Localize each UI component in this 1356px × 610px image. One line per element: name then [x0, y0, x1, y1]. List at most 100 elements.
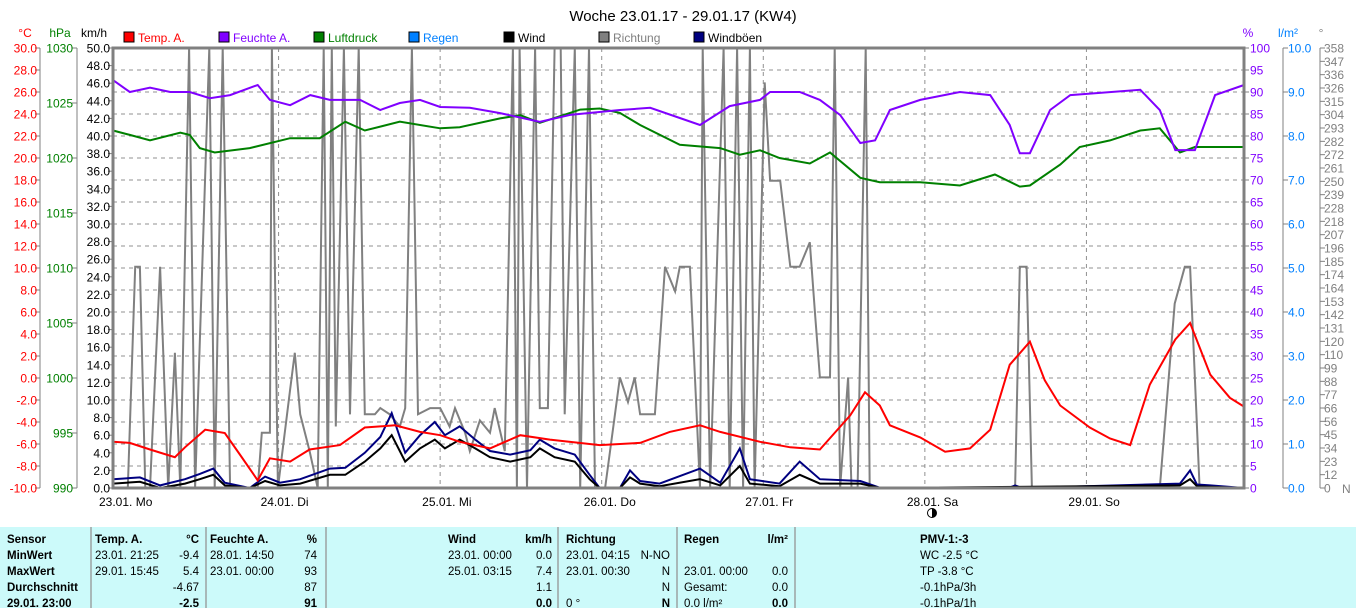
axis-tick-label-direction: 218 [1324, 215, 1344, 229]
axis-tick-label-pressure: 1000 [46, 372, 73, 386]
legend-label: Regen [423, 31, 458, 45]
temp-value: -2.5 [179, 598, 199, 610]
axis-tick-label-humidity: 60 [1250, 218, 1264, 232]
plot-frame [111, 46, 1246, 490]
axis-tick-label-temp: 6.0 [20, 306, 37, 320]
axis-tick-label-temp: -2.0 [16, 394, 37, 408]
axis-tick-label-direction: 185 [1324, 255, 1344, 269]
axis-tick-label-temp: 4.0 [20, 328, 37, 342]
axis-tick-label-direction: 304 [1324, 108, 1344, 122]
moon-icon [927, 508, 937, 518]
legend-swatch [313, 31, 325, 43]
axis-tick-label-humidity: 65 [1250, 196, 1264, 210]
axis-tick-label-pressure: 1030 [46, 42, 73, 56]
legend-label: Temp. A. [138, 31, 185, 45]
axis-tick-label-humidity: 70 [1250, 174, 1264, 188]
hum-time: 28.01. 14:50 [210, 550, 274, 562]
dir-time: 23.01. 00:30 [566, 566, 630, 578]
axis-tick-label-direction: 164 [1324, 282, 1344, 296]
axis-tick-label-direction: 153 [1324, 295, 1344, 309]
axis-tick-label-direction: 56 [1324, 415, 1338, 429]
axis-tick-label-temp: 0.0 [20, 372, 37, 386]
axis-tick-label-humidity: 25 [1250, 372, 1264, 386]
wind-time: 25.01. 03:15 [448, 566, 512, 578]
chart-title: Woche 23.01.17 - 29.01.17 (KW4) [569, 8, 796, 25]
axis-tick-label-humidity: 50 [1250, 262, 1264, 276]
axis-tick-label-rain: 4.0 [1288, 306, 1305, 320]
axis-tick-label-direction: 77 [1324, 388, 1338, 402]
axis-tick-label-rain: 5.0 [1288, 262, 1305, 276]
series-line-feuchte-a- [112, 79, 1245, 155]
axis-tick-label-wind: 36.0 [87, 165, 111, 179]
wind-value: 0.0 [536, 550, 552, 562]
pmv-extra: -0.1hPa/1h [920, 598, 977, 610]
direction-north-label: N [1342, 482, 1351, 496]
header-dir: Richtung [566, 534, 616, 546]
axis-tick-label-wind: 8.0 [93, 411, 110, 425]
axis-tick-label-wind: 32.0 [87, 200, 111, 214]
axis-tick-label-wind: 42.0 [87, 112, 111, 126]
axis-tick-label-direction: 228 [1324, 202, 1344, 216]
axis-tick-label-wind: 46.0 [87, 77, 111, 91]
header-hum-unit: % [306, 534, 317, 546]
header-wind-unit: km/h [525, 534, 552, 546]
axis-tick-label-wind: 34.0 [87, 182, 111, 196]
axis-tick-label-humidity: 30 [1250, 350, 1264, 364]
axis-tick-label-wind: 44.0 [87, 94, 111, 108]
axis-tick-label-direction: 272 [1324, 148, 1344, 162]
axis-tick-label-humidity: 75 [1250, 152, 1264, 166]
axis-tick-label-humidity: 20 [1250, 394, 1264, 408]
axis-tick-label-direction: 239 [1324, 188, 1344, 202]
axis-tick-label-rain: 1.0 [1288, 438, 1305, 452]
axis-tick-label-temp: 30.0 [14, 42, 38, 56]
series-line-temp-a- [112, 321, 1245, 483]
legend-label: Richtung [613, 31, 660, 45]
axis-tick-label-humidity: 5 [1250, 460, 1257, 474]
wind-time: 23.01. 00:00 [448, 550, 512, 562]
rain-value: 0.0 [772, 598, 788, 610]
pmv-extra: TP -3.8 °C [920, 566, 974, 578]
legend: Temp. A. Feuchte A. Luftdruck Regen Wind Rich… [123, 31, 762, 45]
dir-value: N [661, 566, 670, 578]
axis-tick-label-temp: 20.0 [14, 152, 38, 166]
rain-time: Gesamt: [684, 582, 728, 594]
series-line-richtung [113, 47, 1244, 489]
axis-tick-label-pressure: 990 [53, 482, 73, 496]
header-sensor: Sensor [7, 534, 46, 546]
axis-tick-label-wind: 40.0 [87, 130, 111, 144]
axis-tick-label-direction: 66 [1324, 402, 1338, 416]
axis-tick-label-wind: 10.0 [87, 394, 111, 408]
axis-tick-label-pressure: 1010 [46, 262, 73, 276]
rain-value: 0.0 [772, 582, 788, 594]
axis-tick-label-temp: 2.0 [20, 350, 37, 364]
axis-tick-label-wind: 2.0 [93, 464, 110, 478]
hum-value: 74 [304, 550, 317, 562]
axis-tick-label-direction: 0 [1324, 482, 1331, 496]
axis-tick-label-direction: 88 [1324, 375, 1338, 389]
axis-unit-pressure: hPa [49, 26, 71, 40]
weather-chart: Woche 23.01.17 - 29.01.17 (KW4) Temp. A.… [10, 8, 1351, 518]
header-temp-unit: °C [186, 534, 199, 546]
stats-table: Sensor Temp. A. °C Feuchte A.% Wind km/h Richt… [0, 527, 1356, 610]
axis-tick-label-temp: 10.0 [14, 262, 38, 276]
axis-tick-label-humidity: 15 [1250, 416, 1264, 430]
axis-tick-label-humidity: 85 [1250, 108, 1264, 122]
axis-unit-temp: °C [18, 26, 32, 40]
axis-tick-label-direction: 23 [1324, 455, 1338, 469]
axis-tick-label-temp: 26.0 [14, 86, 38, 100]
axis-tick-label-rain: 9.0 [1288, 86, 1305, 100]
header-rain: Regen [684, 534, 720, 546]
axis-tick-label-humidity: 100 [1250, 42, 1270, 56]
axis-unit-humidity: % [1243, 26, 1254, 40]
axis-tick-label-direction: 12 [1324, 468, 1338, 482]
axis-tick-label-pressure: 995 [53, 427, 73, 441]
axis-tick-label-direction: 358 [1324, 42, 1344, 56]
header-temp: Temp. A. [95, 534, 143, 546]
axis-tick-label-temp: 28.0 [14, 64, 38, 78]
axis-tick-label-wind: 14.0 [87, 358, 111, 372]
legend-swatch [693, 31, 705, 43]
header-hum: Feuchte A. [210, 534, 269, 546]
axis-tick-label-wind: 28.0 [87, 235, 111, 249]
axis-tick-label-rain: 8.0 [1288, 130, 1305, 144]
x-tick-label: 28.01. Sa [907, 495, 959, 509]
